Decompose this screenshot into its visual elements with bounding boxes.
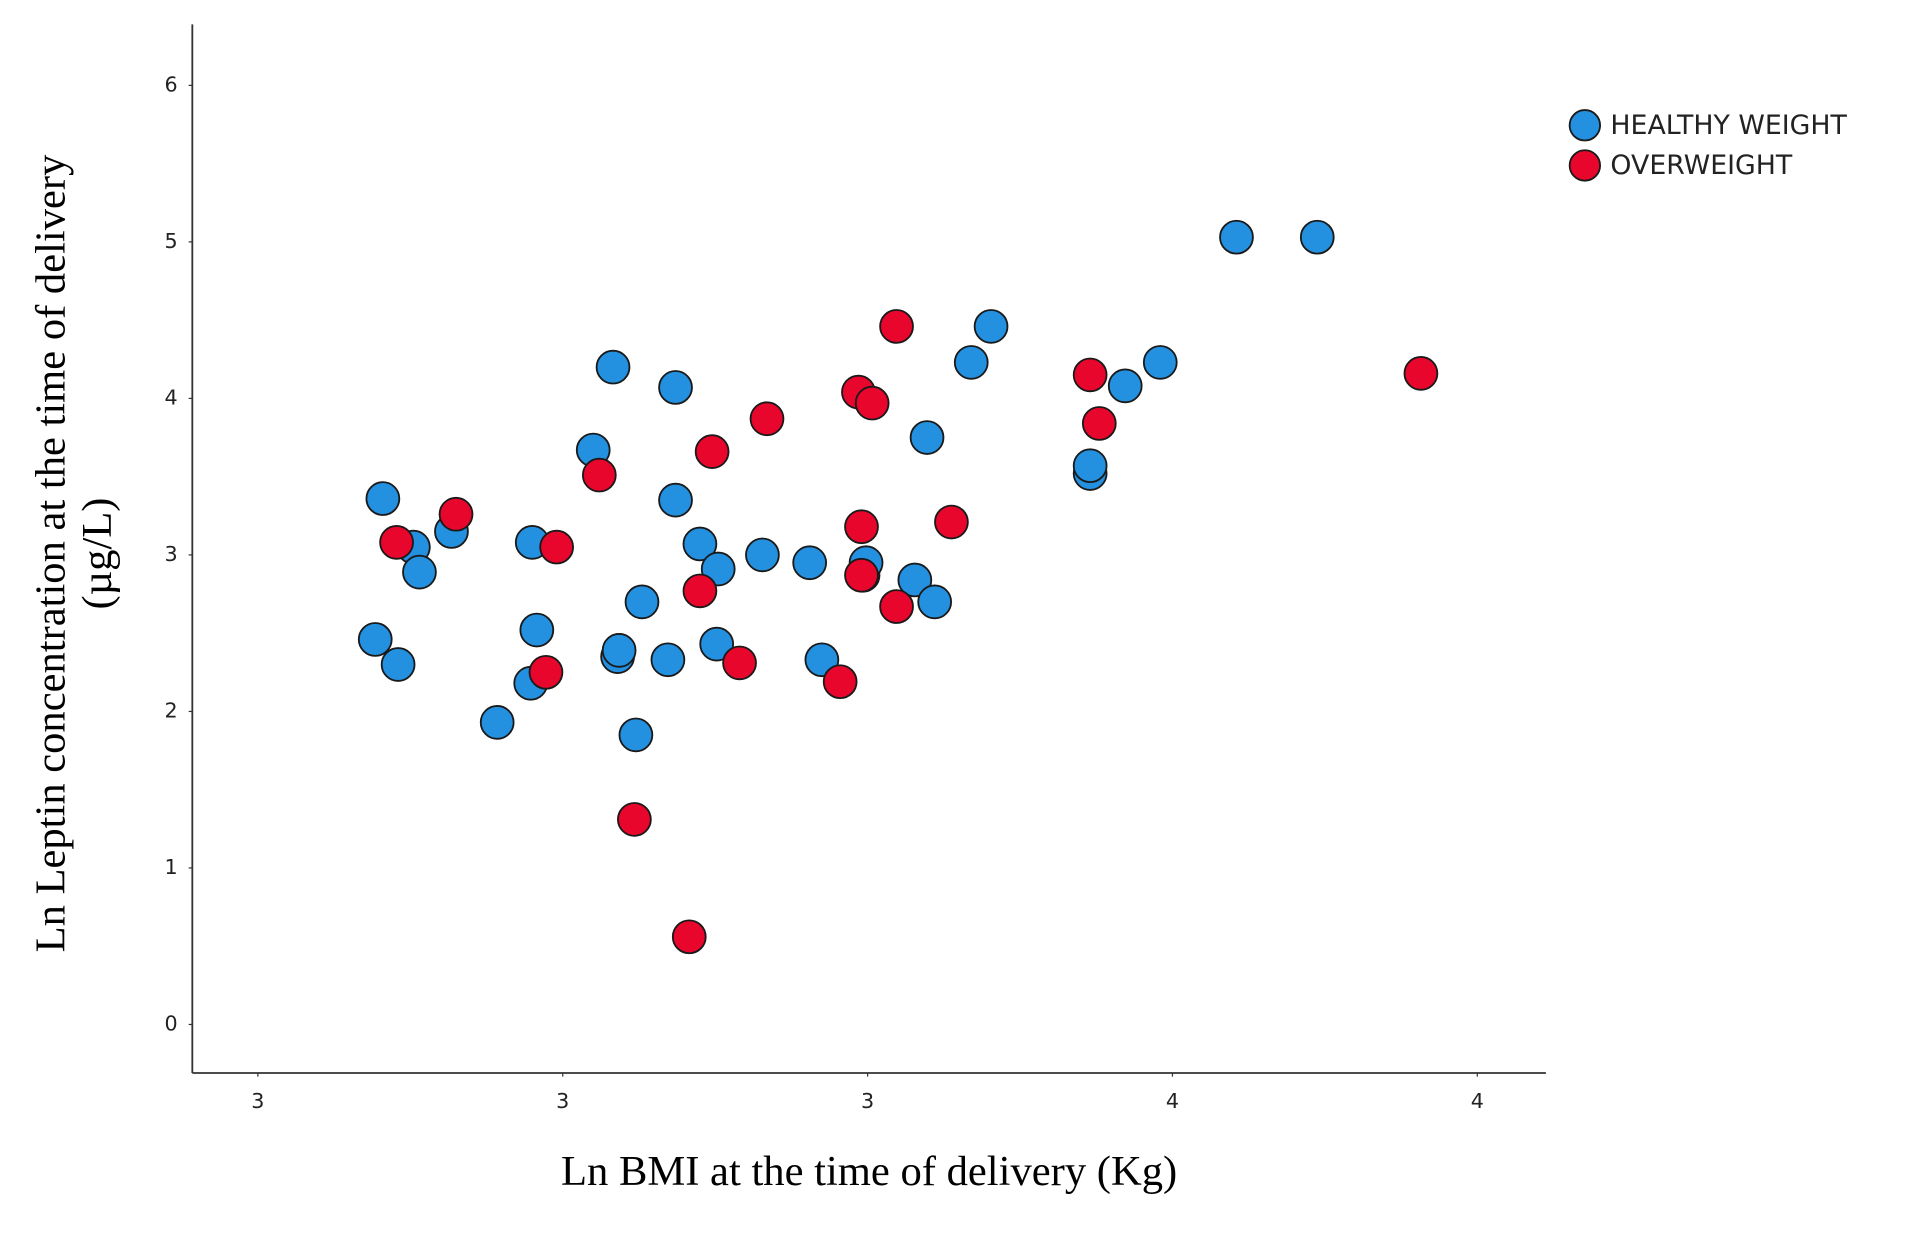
point [934,504,969,540]
point [854,385,890,421]
y-tick-label: 5 [165,229,178,253]
point [617,802,652,837]
y-tick-label: 3 [165,542,178,566]
point [365,481,401,516]
point [749,401,785,437]
point [953,345,989,380]
point [682,573,718,609]
y-tick-label: 4 [165,385,178,409]
y-tick-label: 6 [165,72,178,96]
point [601,633,637,668]
point [539,529,574,565]
point [1299,219,1335,255]
point [671,919,707,955]
point [658,370,693,405]
point [380,647,416,682]
point [699,626,735,662]
y-axis-title-line: (µg/L) [74,498,121,610]
point [650,642,686,678]
y-axis-title: Ln Leptin concentration at the time of d… [28,154,121,953]
point [844,557,879,593]
point [844,509,879,545]
point [624,584,660,620]
point [519,612,555,648]
y-tick-label: 2 [165,698,178,722]
point [682,526,718,562]
point [722,645,757,681]
point [1107,368,1143,404]
point [1403,356,1439,391]
point [379,525,414,560]
y-tick-label: 1 [165,855,178,879]
point [879,309,914,344]
point [618,717,654,753]
x-tick-label: 3 [861,1089,874,1113]
point [1081,406,1117,441]
point [1072,357,1108,393]
legend-label: OVERWEIGHT [1610,150,1793,181]
legend-marker [1568,149,1601,182]
point [658,482,693,518]
y-tick-label: 0 [165,1011,178,1035]
point [402,554,437,590]
x-tick-label: 4 [1166,1089,1179,1113]
x-tick-label: 4 [1471,1089,1484,1113]
point [909,420,945,455]
point [694,434,730,469]
point [973,309,1009,344]
point [917,584,953,620]
point [1219,219,1254,255]
x-tick-label: 3 [556,1089,569,1113]
point [528,654,564,690]
point [792,545,828,581]
legend-label: HEALTHY WEIGHT [1610,110,1847,141]
point [879,589,914,624]
point [595,349,631,385]
legend-marker [1568,109,1601,142]
point [438,496,474,532]
point [897,562,933,598]
point [1072,448,1108,484]
point [1142,345,1178,380]
y-axis-title-line: Ln Leptin concentration at the time of d… [28,154,75,953]
point [357,622,393,657]
point [581,457,617,493]
x-axis-title: Ln BMI at the time of delivery (Kg) [561,1148,1177,1195]
point [479,705,515,740]
point [745,537,780,573]
x-tick-label: 3 [251,1089,264,1113]
point [822,664,858,700]
